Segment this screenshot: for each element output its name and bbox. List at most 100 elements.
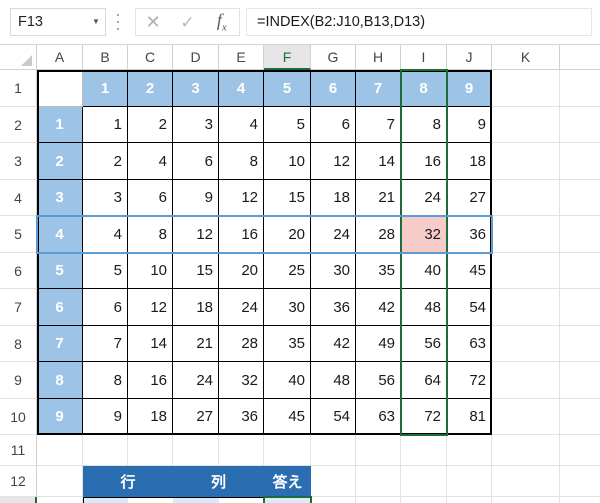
cell-e3[interactable]: 8 <box>219 143 264 180</box>
cell-f3[interactable]: 10 <box>264 143 311 180</box>
cell-k1[interactable] <box>492 70 560 107</box>
chevron-down-icon[interactable]: ▼ <box>92 17 100 26</box>
mult-left-header-3[interactable]: 3 <box>37 180 83 216</box>
cell-k5[interactable] <box>492 216 560 253</box>
lookup-column-value[interactable]: 8 <box>173 497 219 503</box>
column-header-g[interactable]: G <box>311 45 356 70</box>
cell-g4[interactable]: 18 <box>311 180 356 216</box>
cell-l2[interactable] <box>560 107 600 143</box>
cell-c6[interactable]: 10 <box>128 253 173 289</box>
cell-l7[interactable] <box>560 289 600 326</box>
cell-l10[interactable] <box>560 399 600 435</box>
enter-icon[interactable]: ✓ <box>180 12 195 32</box>
cell-d7[interactable]: 18 <box>173 289 219 326</box>
mult-top-header-2[interactable]: 2 <box>128 70 173 107</box>
cell-e4[interactable]: 12 <box>219 180 264 216</box>
cell-c3[interactable]: 4 <box>128 143 173 180</box>
cell-h4[interactable]: 21 <box>356 180 401 216</box>
cell-b11[interactable] <box>83 435 128 466</box>
lookup-equals-symbol[interactable]: = <box>219 497 264 503</box>
column-header-b[interactable]: B <box>83 45 128 70</box>
cell-i10[interactable]: 72 <box>401 399 447 435</box>
cell-c7[interactable]: 12 <box>128 289 173 326</box>
cell-g9[interactable]: 48 <box>311 362 356 399</box>
cell-g10[interactable]: 54 <box>311 399 356 435</box>
cell-l8[interactable] <box>560 326 600 362</box>
row-header-11[interactable]: 11 <box>0 435 37 466</box>
row-header-4[interactable]: 4 <box>0 180 37 216</box>
cell-e6[interactable]: 20 <box>219 253 264 289</box>
cell-h6[interactable]: 35 <box>356 253 401 289</box>
cell-i5[interactable]: 32 <box>401 216 447 253</box>
cell-j12[interactable] <box>447 466 492 497</box>
cell-h10[interactable]: 63 <box>356 399 401 435</box>
cell-f2[interactable]: 5 <box>264 107 311 143</box>
mult-top-header-8[interactable]: 8 <box>401 70 447 107</box>
cell-j5[interactable]: 36 <box>447 216 492 253</box>
mult-top-header-3[interactable]: 3 <box>173 70 219 107</box>
cell-d11[interactable] <box>173 435 219 466</box>
cell-e8[interactable]: 28 <box>219 326 264 362</box>
cell-j13[interactable] <box>447 497 492 503</box>
cell-c8[interactable]: 14 <box>128 326 173 362</box>
cell-d5[interactable]: 12 <box>173 216 219 253</box>
cell-e10[interactable]: 36 <box>219 399 264 435</box>
mult-left-header-5[interactable]: 5 <box>37 253 83 289</box>
cell-g11[interactable] <box>311 435 356 466</box>
lookup-answer-value[interactable]: 32 <box>264 497 311 503</box>
cell-h13[interactable] <box>356 497 401 503</box>
cell-k10[interactable] <box>492 399 560 435</box>
cell-i4[interactable]: 24 <box>401 180 447 216</box>
mult-top-header-4[interactable]: 4 <box>219 70 264 107</box>
cell-k11[interactable] <box>492 435 560 466</box>
cell-j11[interactable] <box>447 435 492 466</box>
cell-d4[interactable]: 9 <box>173 180 219 216</box>
column-header-a[interactable]: A <box>37 45 83 70</box>
cell-d10[interactable]: 27 <box>173 399 219 435</box>
cell-j8[interactable]: 63 <box>447 326 492 362</box>
cell-k6[interactable] <box>492 253 560 289</box>
cell-j4[interactable]: 27 <box>447 180 492 216</box>
cell-i13[interactable] <box>401 497 447 503</box>
cell-d2[interactable]: 3 <box>173 107 219 143</box>
cell-g12[interactable] <box>311 466 356 497</box>
cell-e9[interactable]: 32 <box>219 362 264 399</box>
mult-left-header-7[interactable]: 7 <box>37 326 83 362</box>
cell-i2[interactable]: 8 <box>401 107 447 143</box>
cell-b2[interactable]: 1 <box>83 107 128 143</box>
cell-f9[interactable]: 40 <box>264 362 311 399</box>
cell-h2[interactable]: 7 <box>356 107 401 143</box>
column-header-e[interactable]: E <box>219 45 264 70</box>
cell-d9[interactable]: 24 <box>173 362 219 399</box>
cell-b3[interactable]: 2 <box>83 143 128 180</box>
cell-h3[interactable]: 14 <box>356 143 401 180</box>
cell-c4[interactable]: 6 <box>128 180 173 216</box>
cell-i3[interactable]: 16 <box>401 143 447 180</box>
mult-left-header-6[interactable]: 6 <box>37 289 83 326</box>
cell-k2[interactable] <box>492 107 560 143</box>
cell-j2[interactable]: 9 <box>447 107 492 143</box>
mult-left-header-2[interactable]: 2 <box>37 143 83 180</box>
row-header-5[interactable]: 5 <box>0 216 37 253</box>
cell-l6[interactable] <box>560 253 600 289</box>
column-header-d[interactable]: D <box>173 45 219 70</box>
mult-top-header-7[interactable]: 7 <box>356 70 401 107</box>
cell-e2[interactable]: 4 <box>219 107 264 143</box>
cell-i8[interactable]: 56 <box>401 326 447 362</box>
cell-b4[interactable]: 3 <box>83 180 128 216</box>
cell-b9[interactable]: 8 <box>83 362 128 399</box>
cell-d8[interactable]: 21 <box>173 326 219 362</box>
column-header-i[interactable]: I <box>401 45 447 70</box>
cell-f11[interactable] <box>264 435 311 466</box>
cell-l13[interactable] <box>560 497 600 503</box>
cell-e11[interactable] <box>219 435 264 466</box>
cell-j9[interactable]: 72 <box>447 362 492 399</box>
cell-g6[interactable]: 30 <box>311 253 356 289</box>
cell-i9[interactable]: 64 <box>401 362 447 399</box>
formula-input[interactable]: =INDEX(B2:J10,B13,D13) <box>246 8 592 36</box>
row-header-13[interactable]: 13 <box>0 497 37 503</box>
cell-d6[interactable]: 15 <box>173 253 219 289</box>
cell-j3[interactable]: 18 <box>447 143 492 180</box>
mult-left-header-8[interactable]: 8 <box>37 362 83 399</box>
cancel-icon[interactable]: ✕ <box>145 12 161 32</box>
